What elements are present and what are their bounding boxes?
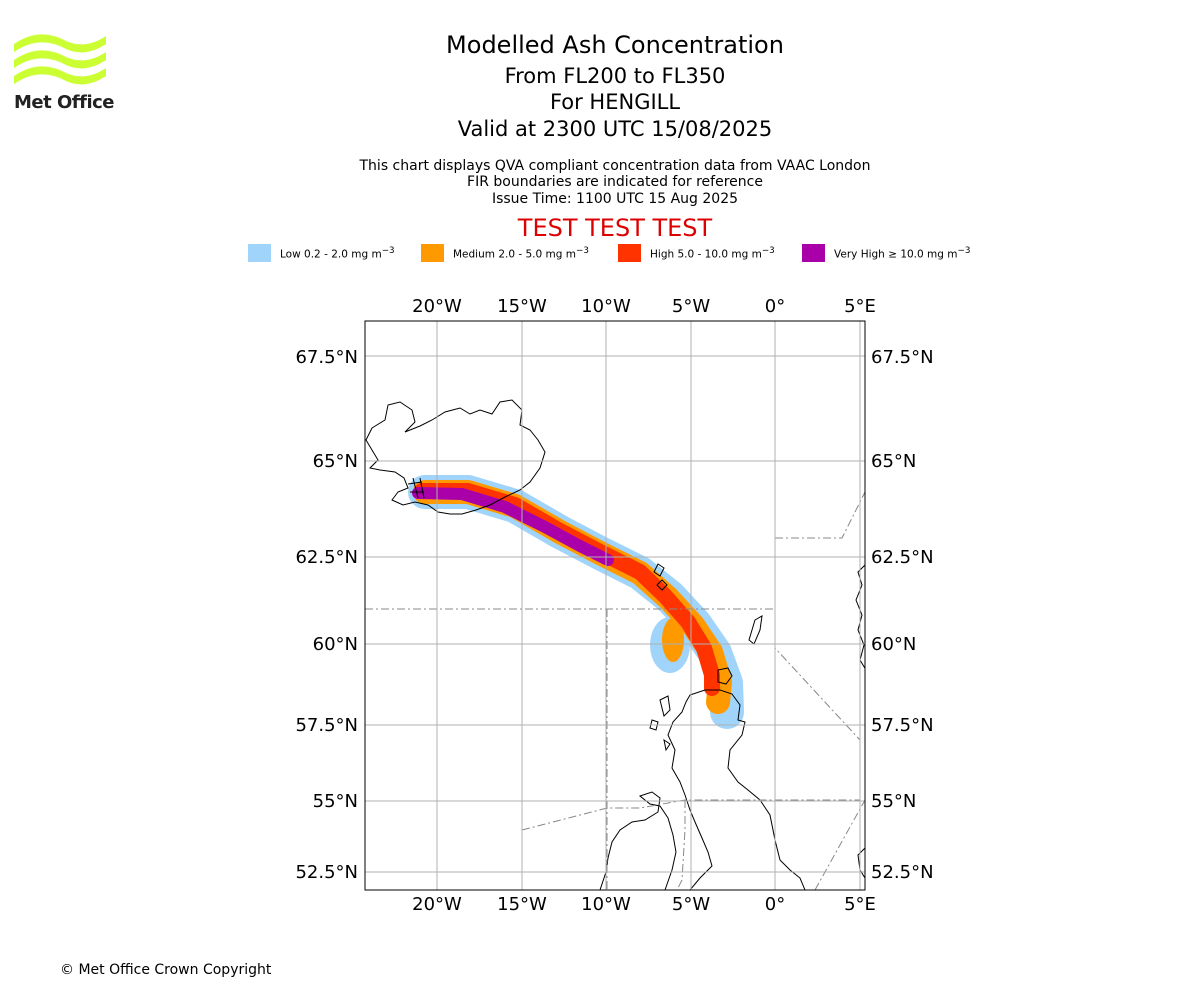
chart-title: Modelled Ash Concentration bbox=[446, 31, 784, 59]
legend-range: 5.0 - 10.0 mg m bbox=[677, 248, 762, 261]
legend-exponent: −3 bbox=[761, 246, 775, 256]
lon-label: 10°W bbox=[581, 296, 631, 317]
lon-label: 20°W bbox=[412, 894, 462, 915]
copyright-notice: © Met Office Crown Copyright bbox=[60, 962, 272, 978]
legend-range: 0.2 - 2.0 mg m bbox=[304, 248, 382, 261]
lat-label: 57.5°N bbox=[871, 715, 934, 736]
lon-label: 5°E bbox=[844, 296, 876, 317]
legend-swatch bbox=[421, 244, 444, 262]
met-office-logo: Met Office bbox=[14, 30, 115, 113]
lat-label: 62.5°N bbox=[295, 547, 358, 568]
longitude-labels-top: 20°W 15°W 10°W 5°W 0° 5°E bbox=[412, 296, 876, 317]
shetland-coast bbox=[748, 615, 763, 645]
lon-label: 15°W bbox=[497, 296, 547, 317]
legend-exponent: −3 bbox=[576, 246, 589, 256]
lat-label: 57.5°N bbox=[295, 715, 358, 736]
flight-levels: From FL200 to FL350 bbox=[504, 64, 726, 88]
lat-label: 55°N bbox=[871, 791, 916, 812]
great-britain-coast bbox=[667, 689, 806, 890]
coastlines bbox=[365, 399, 865, 890]
lon-label: 5°E bbox=[844, 894, 876, 915]
legend-level: Very High bbox=[834, 248, 885, 261]
lat-label: 67.5°N bbox=[871, 347, 934, 368]
lat-label: 65°N bbox=[871, 451, 916, 472]
logo-waves-icon bbox=[14, 34, 106, 85]
ash-plume-very-high bbox=[412, 487, 614, 566]
fir-boundaries bbox=[365, 321, 865, 890]
lon-label: 20°W bbox=[412, 296, 462, 317]
valid-time: Valid at 2300 UTC 15/08/2025 bbox=[457, 117, 773, 141]
denmark-coast bbox=[857, 847, 865, 879]
graticule bbox=[365, 321, 865, 890]
legend-range: ≥ 10.0 mg m bbox=[888, 248, 958, 261]
lon-label: 5°W bbox=[672, 296, 710, 317]
lat-label: 60°N bbox=[313, 634, 358, 655]
reykjanes-detail bbox=[407, 477, 425, 499]
latitude-labels-left: 67.5°N 65°N 62.5°N 60°N 57.5°N 55°N 52.5… bbox=[295, 347, 358, 883]
description-line-2: FIR boundaries are indicated for referen… bbox=[467, 174, 763, 190]
legend-level: High bbox=[650, 248, 675, 261]
lat-label: 52.5°N bbox=[871, 862, 934, 883]
legend-level: Medium bbox=[453, 248, 495, 261]
ireland-coast bbox=[599, 791, 677, 890]
legend-range: 2.0 - 5.0 mg m bbox=[498, 248, 577, 261]
lat-label: 52.5°N bbox=[295, 862, 358, 883]
logo-text: Met Office bbox=[14, 92, 115, 113]
lat-label: 65°N bbox=[313, 451, 358, 472]
hebrides-coast bbox=[649, 695, 671, 752]
lon-label: 0° bbox=[765, 894, 785, 915]
lon-label: 15°W bbox=[497, 894, 547, 915]
faroe-coast bbox=[653, 563, 668, 591]
lon-label: 10°W bbox=[581, 894, 631, 915]
legend-level: Low bbox=[280, 248, 301, 261]
iceland-coast bbox=[365, 399, 546, 515]
lon-label: 0° bbox=[765, 296, 785, 317]
lat-label: 67.5°N bbox=[295, 347, 358, 368]
lat-label: 62.5°N bbox=[871, 547, 934, 568]
legend-exponent: −3 bbox=[381, 246, 395, 256]
lat-label: 60°N bbox=[871, 634, 916, 655]
norway-coast bbox=[855, 564, 865, 670]
longitude-labels-bottom: 20°W 15°W 10°W 5°W 0° 5°E bbox=[412, 894, 876, 915]
description-line-1: This chart displays QVA compliant concen… bbox=[359, 158, 871, 174]
test-banner: TEST TEST TEST bbox=[517, 214, 713, 242]
latitude-labels-right: 67.5°N 65°N 62.5°N 60°N 57.5°N 55°N 52.5… bbox=[871, 347, 934, 883]
legend-exponent: −3 bbox=[957, 246, 971, 256]
lon-label: 5°W bbox=[672, 894, 710, 915]
map-frame bbox=[364, 320, 866, 891]
issue-time: Issue Time: 1100 UTC 15 Aug 2025 bbox=[491, 191, 739, 207]
legend-swatch bbox=[618, 244, 641, 262]
lat-label: 55°N bbox=[313, 791, 358, 812]
legend-swatch bbox=[802, 244, 825, 262]
orkney-coast bbox=[717, 667, 733, 685]
legend-swatch bbox=[248, 244, 271, 262]
map-area bbox=[365, 321, 865, 890]
region-name: For HENGILL bbox=[549, 90, 681, 114]
